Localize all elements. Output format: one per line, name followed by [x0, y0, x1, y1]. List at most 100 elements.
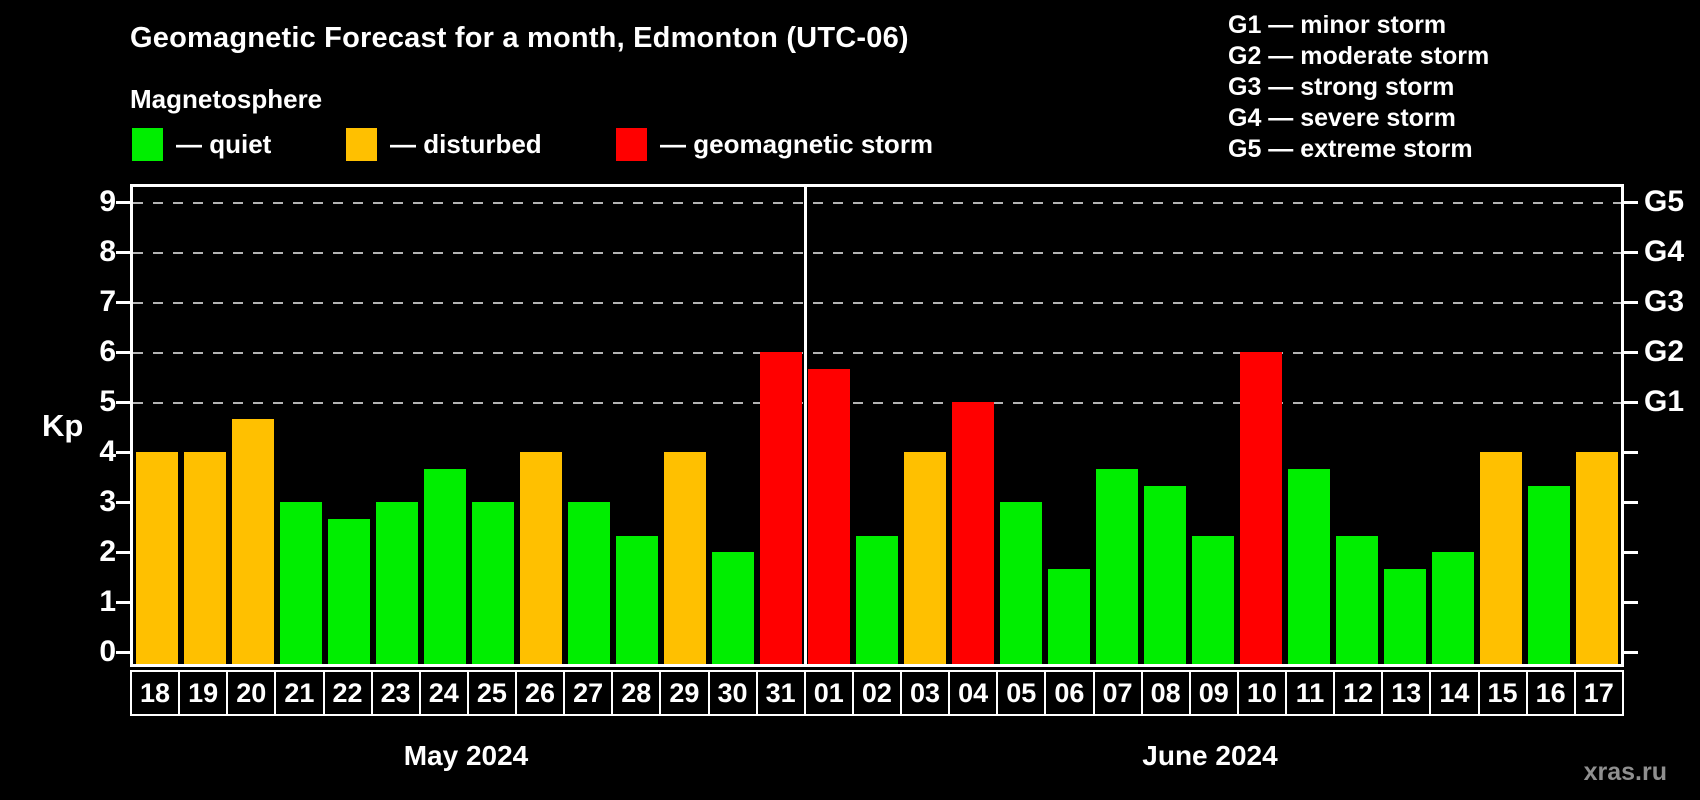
axis-tick-left [116, 351, 130, 354]
axis-tick-left [116, 401, 130, 404]
date-cell: 06 [1046, 672, 1095, 714]
axis-tick-right [1624, 251, 1638, 254]
axis-tick-left [116, 501, 130, 504]
axis-tick-left [116, 651, 130, 654]
y-tick-label: 3 [99, 485, 116, 518]
gridline-kp7 [133, 302, 1621, 304]
kp-bar [424, 468, 466, 664]
date-cell: 09 [1191, 672, 1239, 714]
date-cell: 22 [325, 672, 373, 714]
legend-label-disturbed: — disturbed [390, 129, 542, 159]
kp-bar [1096, 468, 1138, 664]
date-cell: 14 [1431, 672, 1480, 714]
kp-bar [904, 452, 946, 664]
date-cell: 13 [1383, 672, 1432, 714]
axis-tick-left [116, 201, 130, 204]
date-cell: 31 [758, 672, 806, 714]
kp-bar [1432, 552, 1474, 664]
date-cell: 12 [1335, 672, 1384, 714]
date-cell: 04 [950, 672, 999, 714]
kp-bar [1528, 485, 1570, 664]
kp-bar [1048, 568, 1090, 664]
kp-bar [184, 452, 226, 664]
kp-bar [616, 535, 658, 664]
g-scale-legend: G1 — minor storm G2 — moderate storm G3 — … [1228, 10, 1489, 165]
kp-bar [1336, 535, 1378, 664]
date-cell: 16 [1528, 672, 1576, 714]
legend-swatch-quiet [132, 128, 163, 161]
date-cell: 02 [854, 672, 902, 714]
gridline-kp6 [133, 352, 1621, 354]
legend-item-storm: — geomagnetic storm [616, 128, 933, 161]
kp-bar [856, 535, 898, 664]
legend-label-quiet: — quiet [176, 129, 272, 159]
month-divider [803, 187, 807, 664]
date-cell: 19 [180, 672, 229, 714]
date-cell: 08 [1143, 672, 1191, 714]
date-cell: 29 [661, 672, 710, 714]
y-tick-label: 2 [99, 535, 116, 568]
month-label: May 2024 [403, 740, 529, 771]
y-axis-label: Kp [42, 408, 84, 443]
y-tick-label: 7 [99, 285, 116, 318]
date-cell: 10 [1239, 672, 1287, 714]
legend-item-quiet: — quiet [132, 128, 271, 161]
axis-tick-right [1624, 201, 1638, 204]
kp-bar [472, 502, 514, 664]
date-cell: 03 [902, 672, 951, 714]
axis-tick-left [116, 451, 130, 454]
date-cell: 20 [228, 672, 277, 714]
kp-bar [568, 502, 610, 664]
date-cell: 25 [469, 672, 517, 714]
kp-bar [1240, 352, 1282, 664]
g-legend-line: G3 — strong storm [1228, 73, 1455, 101]
y-tick-label: 9 [99, 185, 116, 218]
legend-swatch-disturbed [346, 128, 377, 161]
axis-tick-right [1624, 351, 1638, 354]
kp-bar [760, 352, 802, 664]
date-cell: 24 [421, 672, 469, 714]
kp-bar [136, 452, 178, 664]
y-tick-label: 6 [99, 335, 116, 368]
axis-tick-right [1624, 301, 1638, 304]
kp-bar [280, 502, 322, 664]
g-level-label: G4 [1644, 235, 1685, 268]
chart-title: Geomagnetic Forecast for a month, Edmont… [130, 22, 909, 54]
date-cell: 27 [565, 672, 614, 714]
g-level-label: G5 [1644, 185, 1685, 218]
axis-tick-right [1624, 401, 1638, 404]
date-cell: 18 [132, 672, 181, 714]
plot-area [130, 184, 1624, 667]
status-legend: — quiet — disturbed — geomagnetic storm [0, 128, 1100, 168]
date-cell: 23 [373, 672, 421, 714]
kp-bar [1480, 452, 1522, 664]
g-level-label: G1 [1644, 385, 1685, 418]
kp-bar [712, 552, 754, 664]
kp-bar [1192, 535, 1234, 664]
axis-tick-left [116, 601, 130, 604]
g-legend-line: G2 — moderate storm [1228, 42, 1490, 70]
date-cell: 11 [1287, 672, 1336, 714]
y-tick-label: 8 [99, 235, 116, 268]
date-cell: 28 [613, 672, 662, 714]
kp-bar [664, 452, 706, 664]
g-level-label: G3 [1644, 285, 1685, 318]
gridline-kp5 [133, 402, 1621, 404]
kp-bar [1000, 502, 1042, 664]
axis-tick-right [1624, 501, 1638, 504]
date-cell: 21 [276, 672, 325, 714]
month-labels: May 2024 June 2024 [0, 740, 1700, 774]
date-cell: 07 [1095, 672, 1143, 714]
kp-bar [1384, 568, 1426, 664]
date-cell: 17 [1583, 677, 1614, 708]
kp-bar [952, 402, 994, 664]
legend-item-disturbed: — disturbed [346, 128, 542, 161]
kp-bar [376, 502, 418, 664]
axis-tick-right [1624, 651, 1638, 654]
y-tick-label: 0 [99, 635, 116, 668]
gridline-kp8 [133, 252, 1621, 254]
kp-bar [328, 518, 370, 664]
date-cell: 05 [998, 672, 1047, 714]
chart-subtitle: Magnetosphere [130, 84, 323, 114]
